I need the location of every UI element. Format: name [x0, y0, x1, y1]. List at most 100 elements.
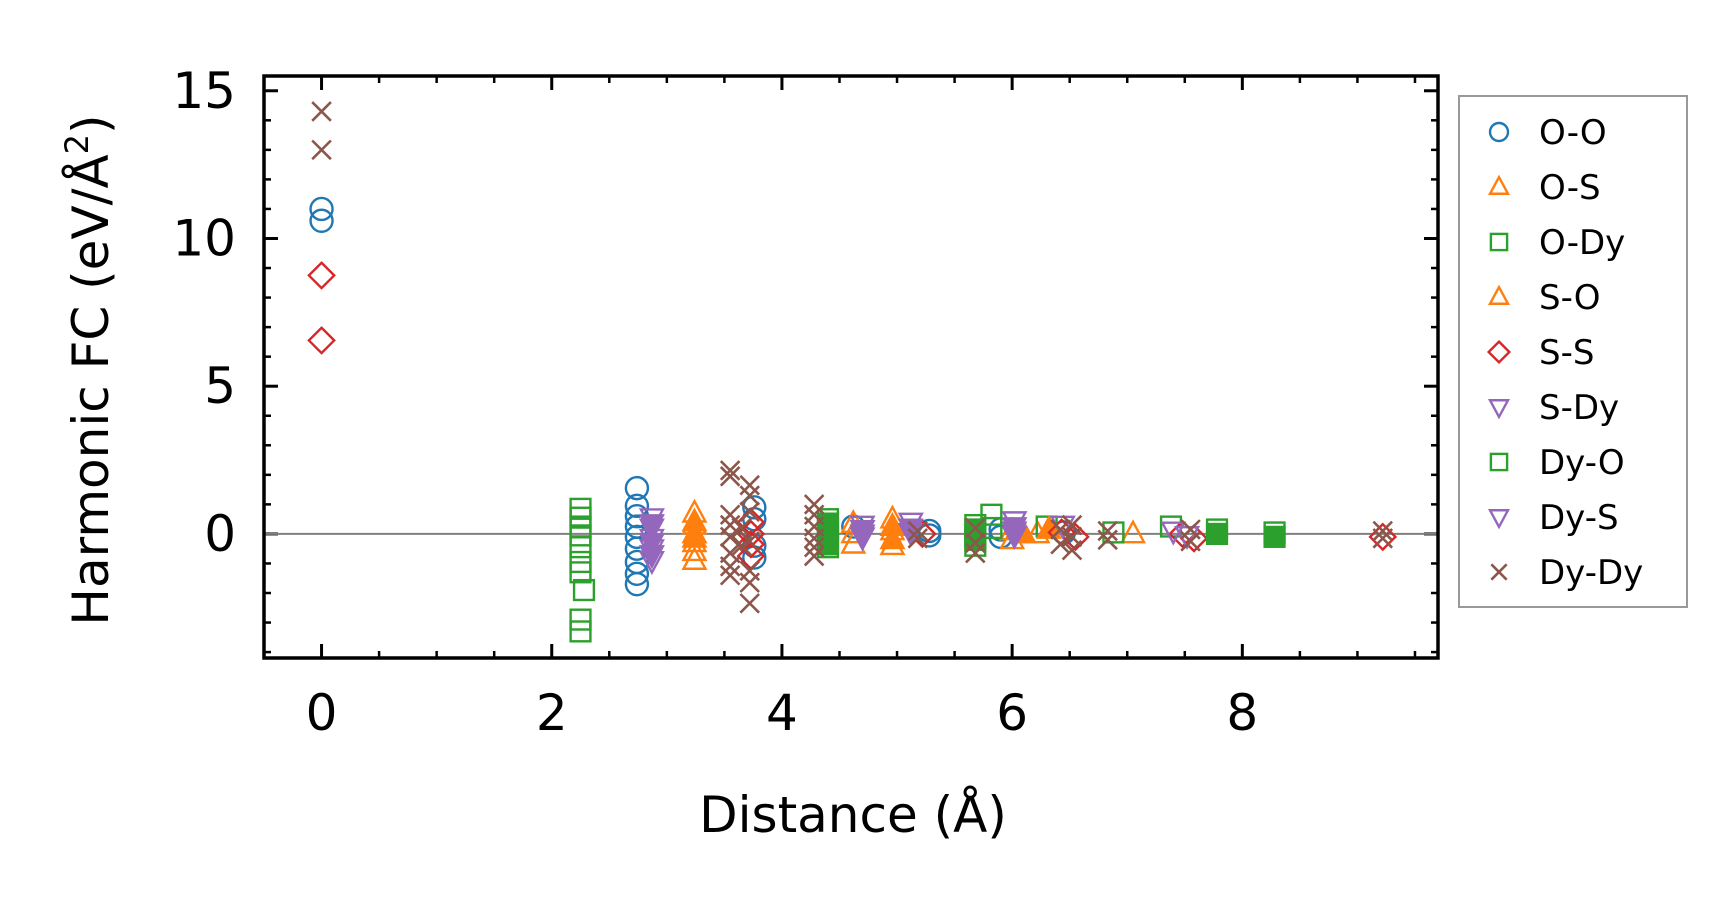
data-point [624, 493, 650, 519]
y-tick-label: 10 [172, 209, 236, 267]
data-point [719, 556, 741, 577]
legend-label: S-Dy [1539, 388, 1619, 428]
legend-label: O-S [1539, 168, 1601, 208]
data-point [739, 572, 760, 593]
legend: O-O O-S O-Dy S-O S-S S-Dy Dy-O Dy-S Dy-Dy [1458, 95, 1688, 608]
data-point [1050, 533, 1071, 555]
legend-marker [1489, 452, 1509, 472]
x-tick-label: 6 [996, 684, 1028, 742]
data-point [964, 528, 987, 551]
x-axis-label: Distance (Å) [699, 786, 1007, 844]
data-point [1368, 522, 1398, 552]
data-point [1263, 525, 1286, 548]
data-point [624, 571, 650, 597]
legend-marker [1487, 174, 1511, 195]
x-tick-label: 8 [1226, 684, 1258, 742]
data-point [569, 620, 592, 643]
data-point [309, 208, 334, 233]
data-point [739, 501, 760, 523]
y-tick-label: 5 [204, 357, 236, 415]
data-point [719, 466, 741, 487]
legend-label: Dy-Dy [1539, 553, 1643, 593]
data-point [965, 517, 986, 539]
data-point [638, 533, 665, 558]
data-point [311, 101, 332, 122]
data-points [307, 101, 1398, 643]
data-point [307, 326, 336, 355]
data-point [719, 460, 741, 481]
x-tick-label: 2 [536, 684, 568, 742]
data-point [309, 196, 334, 222]
data-point [907, 528, 929, 549]
y-axis-label-superscript: 2 [58, 134, 96, 154]
legend-label: O-Dy [1539, 223, 1625, 263]
legend-label: Dy-S [1539, 498, 1619, 538]
y-tick-label: 15 [172, 62, 236, 120]
data-point [638, 545, 665, 570]
data-point [1001, 525, 1028, 551]
data-point [1372, 528, 1394, 549]
legend-marker [1487, 284, 1511, 305]
series-dy-s [638, 514, 1028, 570]
data-point [849, 527, 876, 552]
data-point [1205, 522, 1229, 546]
legend-marker [1487, 509, 1511, 530]
legend-marker [1486, 339, 1512, 365]
y-axis-label-main: Harmonic FC (eV/Å [62, 154, 120, 625]
ticks [262, 76, 1438, 658]
data-point [1102, 521, 1125, 544]
y-axis-label: Harmonic FC (eV/Å2) [58, 114, 120, 625]
data-point [739, 474, 760, 496]
data-point [739, 593, 760, 614]
data-point [965, 532, 986, 554]
x-tick-label: 4 [766, 684, 798, 742]
data-point [731, 535, 752, 557]
data-point [569, 608, 592, 631]
y-tick-label: 0 [204, 505, 236, 563]
x-tick-label: 0 [306, 684, 338, 742]
data-point [307, 261, 336, 290]
data-point [879, 525, 906, 550]
series-dy-dy [311, 101, 1394, 614]
data-point [803, 494, 825, 515]
data-point [638, 514, 665, 539]
data-point [572, 578, 596, 602]
legend-marker [1490, 563, 1508, 581]
data-point [739, 485, 760, 506]
data-point [311, 139, 332, 161]
data-point [719, 526, 741, 548]
data-point [742, 495, 767, 520]
data-point [624, 561, 650, 587]
data-point [681, 545, 708, 570]
legend-marker [1487, 399, 1511, 420]
data-point [980, 503, 1003, 526]
data-point [1097, 529, 1118, 551]
data-point [681, 523, 708, 548]
data-point [569, 561, 592, 584]
data-point [907, 520, 929, 542]
legend-label: S-O [1539, 278, 1601, 318]
legend-label: O-O [1539, 113, 1607, 153]
data-point [1097, 520, 1118, 542]
data-point [624, 475, 650, 501]
legend-marker [1489, 232, 1509, 252]
y-axis-label-close: ) [62, 114, 120, 134]
legend-label: S-S [1539, 333, 1594, 373]
legend-marker [1488, 121, 1510, 143]
data-point [569, 524, 592, 547]
data-point [681, 537, 708, 562]
data-point [803, 528, 825, 549]
data-point [803, 545, 825, 567]
data-point [965, 542, 986, 564]
legend-label: Dy-O [1539, 443, 1625, 483]
data-point [803, 536, 825, 558]
data-point [917, 523, 942, 548]
tick-labels: 0 2 4 6 8 0 5 10 15 [172, 62, 1258, 742]
data-point [731, 517, 752, 539]
data-point [736, 529, 766, 559]
data-point [569, 536, 592, 559]
data-point [719, 565, 741, 586]
data-point [1050, 519, 1071, 540]
data-point [1061, 539, 1083, 561]
